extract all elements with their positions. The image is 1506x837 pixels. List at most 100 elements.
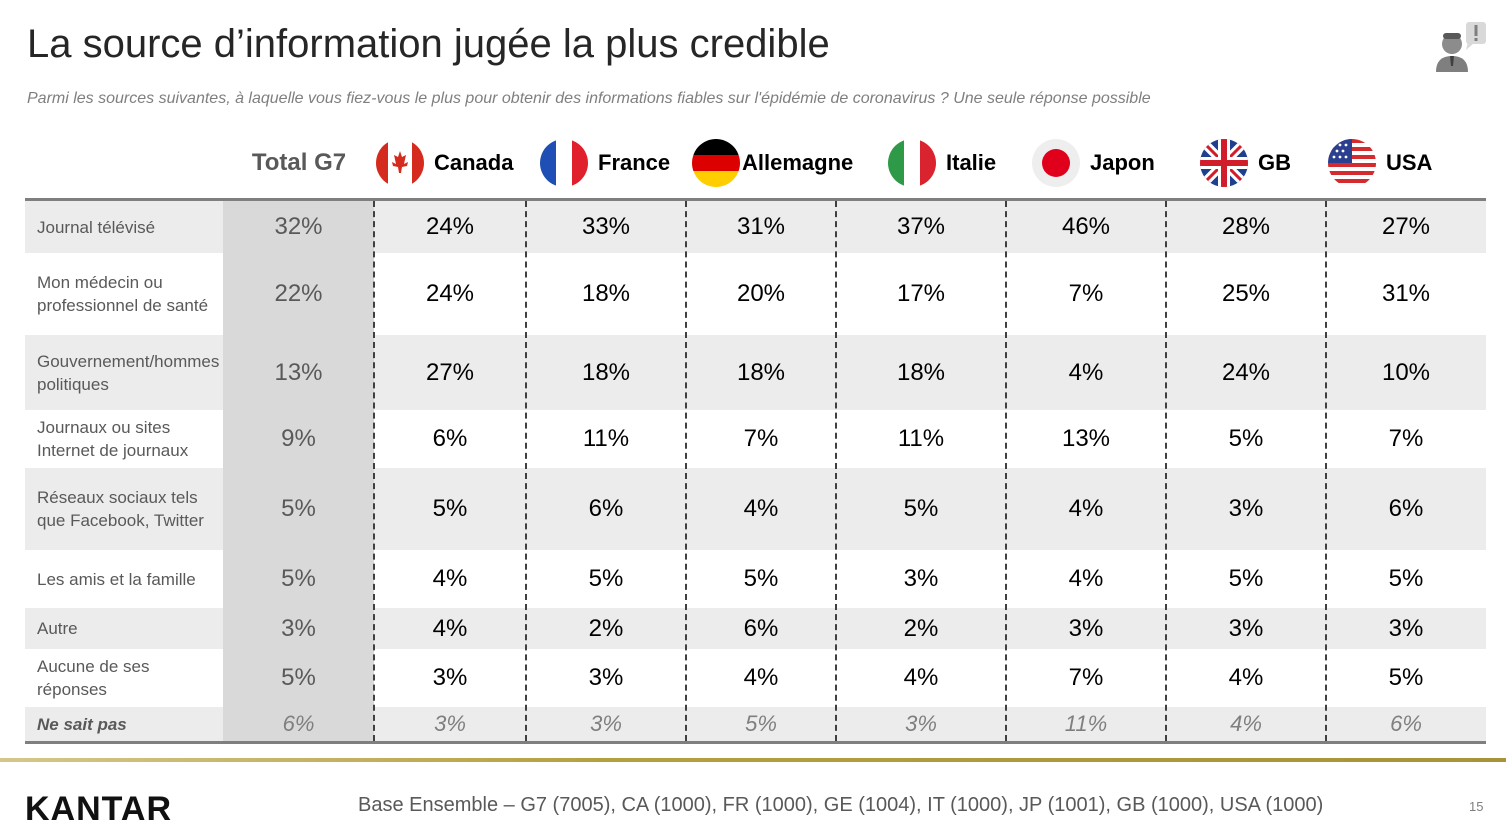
value-italie: 3% <box>903 565 939 592</box>
value-allemagne: 4% <box>743 495 779 522</box>
value-gb: 25% <box>1221 280 1271 307</box>
table-row: Journaux ou sites Internet de journaux <box>25 410 1486 468</box>
value-japon: 46% <box>1061 213 1111 240</box>
uk-flag-icon <box>1200 139 1248 187</box>
value-allemagne: 7% <box>743 425 779 452</box>
value-italie: 3% <box>905 711 937 736</box>
row-label: Gouvernement/hommes politiques <box>37 351 220 394</box>
table-row: Les amis et la famille <box>25 550 1486 608</box>
column-separator <box>1165 201 1167 741</box>
row-label: Aucune de ses réponses <box>37 657 150 699</box>
value-japon: 4% <box>1068 358 1104 386</box>
header-france: France <box>540 128 670 198</box>
row-label: Journaux ou sites Internet de journaux <box>37 418 189 460</box>
header-japon: Japon <box>1032 128 1155 198</box>
header-gb: GB <box>1200 128 1291 198</box>
total-value: 5% <box>281 565 316 592</box>
country-label: GB <box>1258 150 1291 175</box>
table-row-values: 5% 5% 6% 4% 5% 4% 3% 6% <box>0 468 1506 550</box>
country-label: Italie <box>946 150 997 175</box>
total-value: 32% <box>274 213 323 240</box>
column-separator <box>835 201 837 741</box>
value-gb: 4% <box>1230 711 1262 736</box>
country-label: Canada <box>434 150 514 175</box>
value-usa: 7% <box>1388 425 1424 452</box>
table-row: Mon médecin ou professionnel de santé <box>25 253 1486 335</box>
page-title: La source d’information jugée la plus cr… <box>27 22 830 66</box>
table-row-values: 3% 4% 2% 6% 2% 3% 3% 3% <box>0 608 1506 649</box>
value-gb: 5% <box>1228 565 1264 592</box>
value-canada: 4% <box>432 614 468 642</box>
row-label: Les amis et la famille <box>37 569 196 589</box>
value-allemagne: 20% <box>736 280 786 307</box>
table-row-values: 32% 24% 33% 31% 37% 46% 28% 27% <box>0 201 1506 253</box>
value-canada: 6% <box>432 425 468 452</box>
value-usa: 6% <box>1388 495 1424 522</box>
header-canada: Canada <box>376 128 513 198</box>
country-label: France <box>598 150 671 175</box>
value-allemagne: 5% <box>743 565 779 592</box>
person-alert-icon <box>1432 22 1488 72</box>
column-separator <box>525 201 527 741</box>
country-label: Allemagne <box>742 150 854 175</box>
value-japon: 7% <box>1068 280 1104 307</box>
column-separator <box>1325 201 1327 741</box>
column-separator <box>373 201 375 741</box>
value-france: 11% <box>582 425 630 452</box>
value-allemagne: 6% <box>743 614 779 642</box>
header-allemagne: Allemagne <box>692 128 853 198</box>
value-italie: 17% <box>896 280 946 307</box>
row-label: Mon médecin ou professionnel de santé <box>37 273 209 315</box>
base-note: Base Ensemble – G7 (7005), CA (1000), FR… <box>358 794 1324 816</box>
table-row: Aucune de ses réponses <box>25 649 1486 707</box>
table-row-values: 6% 3% 3% 5% 3% 11% 4% 6% <box>0 707 1506 741</box>
total-value: 22% <box>274 280 323 307</box>
value-italie: 18% <box>896 358 946 386</box>
value-gb: 28% <box>1221 213 1271 240</box>
question-subtitle: Parmi les sources suivantes, à laquelle … <box>27 90 1151 107</box>
value-canada: 24% <box>425 213 475 240</box>
value-japon: 13% <box>1061 425 1111 452</box>
germany-flag-icon <box>692 139 740 187</box>
country-label: Japon <box>1090 150 1155 175</box>
value-italie: 5% <box>903 495 939 522</box>
value-canada: 24% <box>425 280 475 307</box>
total-value: 9% <box>281 425 316 452</box>
value-france: 3% <box>590 711 622 736</box>
header-italie: Italie <box>888 128 996 198</box>
value-usa: 27% <box>1381 213 1431 240</box>
value-canada: 4% <box>432 565 468 592</box>
column-separator <box>685 201 687 741</box>
value-france: 6% <box>588 495 624 522</box>
value-japon: 11% <box>1064 711 1108 736</box>
value-france: 2% <box>588 614 624 642</box>
value-allemagne: 31% <box>736 213 786 240</box>
total-value: 5% <box>281 664 316 691</box>
value-france: 18% <box>581 280 631 307</box>
table-row-values: 22% 24% 18% 20% 17% 7% 25% 31% <box>0 253 1506 335</box>
value-usa: 3% <box>1388 614 1424 642</box>
value-canada: 3% <box>434 711 466 736</box>
value-france: 3% <box>588 664 624 691</box>
total-value: 3% <box>281 614 316 642</box>
value-italie: 2% <box>903 614 939 642</box>
italy-flag-icon <box>888 139 936 187</box>
value-gb: 24% <box>1221 358 1271 386</box>
value-gb: 4% <box>1228 664 1264 691</box>
kantar-logo: KANTAR <box>25 790 173 828</box>
value-allemagne: 18% <box>736 358 786 386</box>
value-usa: 5% <box>1388 664 1424 691</box>
header-total-g7: Total G7 <box>251 149 347 176</box>
total-value: 5% <box>281 495 316 522</box>
page-number: 15 <box>1469 799 1484 814</box>
value-japon: 4% <box>1068 565 1104 592</box>
value-usa: 6% <box>1390 711 1422 736</box>
value-allemagne: 5% <box>745 711 777 736</box>
footer-gold-rule <box>0 758 1506 762</box>
value-gb: 5% <box>1228 425 1264 452</box>
value-gb: 3% <box>1228 495 1264 522</box>
table-row-values: 5% 4% 5% 5% 3% 4% 5% 5% <box>0 550 1506 608</box>
japan-flag-icon <box>1032 139 1080 187</box>
value-japon: 4% <box>1068 495 1104 522</box>
row-label: Autre <box>37 619 78 638</box>
